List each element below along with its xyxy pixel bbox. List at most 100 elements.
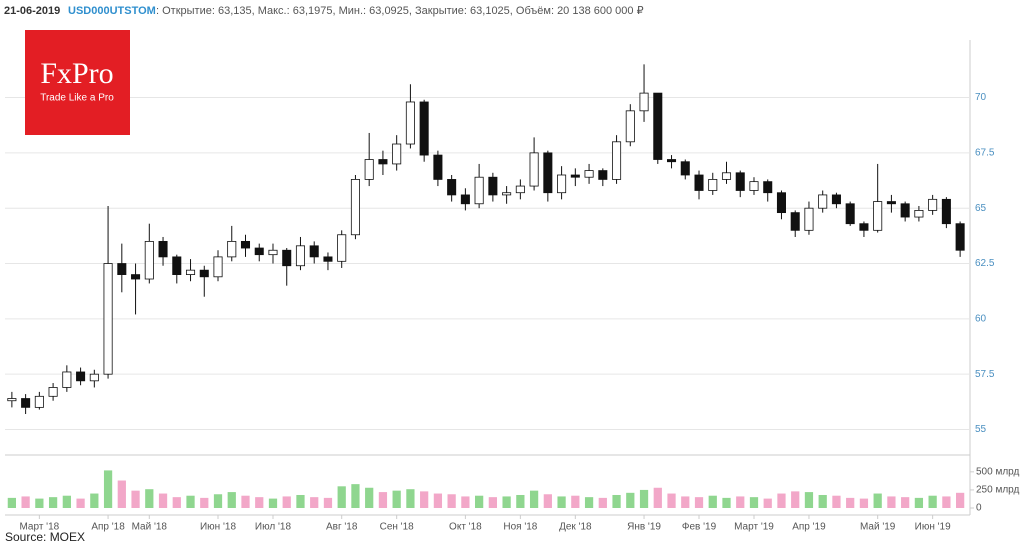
candle-body [76, 371, 86, 382]
volume-bar [296, 494, 305, 508]
volume-bar [887, 496, 896, 508]
volume-tick-label: 0 [976, 503, 982, 514]
candle-body [749, 181, 759, 191]
candle-body [378, 159, 388, 165]
x-tick-label: Июн '19 [915, 522, 951, 533]
candle-body [62, 371, 72, 388]
header-summary: : Открытие: 63,135, Макс.: 63,1975, Мин.… [156, 5, 644, 17]
volume-tick-label: 250 млрд [976, 485, 1020, 496]
candle-body [131, 274, 141, 280]
volume-bar [90, 493, 99, 508]
candle-body [941, 198, 951, 225]
volume-bar [791, 491, 800, 508]
volume-bar [186, 495, 195, 508]
x-tick-label: Июл '18 [255, 522, 292, 533]
x-tick-label: Дек '18 [559, 522, 592, 533]
candle-body [309, 245, 319, 258]
candle-body [21, 398, 31, 408]
volume-bar [406, 489, 415, 508]
volume-bar [213, 494, 223, 508]
candle-body [955, 223, 965, 251]
candle-body [89, 373, 99, 382]
volume-bar [667, 493, 676, 508]
volume-bar [76, 498, 85, 508]
volume-bar [241, 495, 250, 508]
x-tick-label: Янв '19 [627, 522, 661, 533]
logo-brand: FxPro [40, 57, 113, 90]
volume-bar [571, 495, 580, 508]
volume-bar [378, 492, 388, 508]
volume-bar [956, 492, 965, 508]
candle-body [34, 395, 44, 408]
volume-bar [337, 486, 346, 508]
candle-body [529, 152, 539, 187]
candle-body [447, 179, 457, 196]
volume-bar [846, 497, 855, 508]
candle-body [928, 198, 938, 211]
volume-bar [158, 493, 168, 508]
y-tick-label: 67.5 [975, 148, 995, 159]
volume-bar [117, 480, 126, 508]
candle-body [502, 192, 512, 196]
source: Source: MOEX [5, 530, 85, 544]
candle-body [158, 240, 168, 258]
volume-bar [502, 496, 511, 508]
volume-bar [928, 495, 937, 508]
x-tick-label: Фев '19 [682, 522, 717, 533]
volume-bar [255, 497, 264, 508]
volume-bar [365, 487, 374, 508]
volume-bar [62, 495, 71, 508]
candle-body [900, 203, 910, 218]
y-tick-label: 65 [975, 203, 987, 214]
candle-body [612, 141, 622, 180]
volume-bar [145, 489, 154, 508]
candle-body [735, 172, 745, 191]
candle-body [392, 143, 402, 165]
candle-body [117, 263, 127, 275]
candle-body [419, 101, 429, 156]
candle-body [584, 170, 594, 178]
candle-body [831, 194, 841, 205]
candle-body [103, 263, 113, 375]
x-tick-label: Апр '18 [91, 522, 125, 533]
volume-bar [557, 496, 566, 508]
candle-body [48, 387, 58, 397]
candle-body [708, 179, 718, 191]
y-tick-label: 70 [975, 92, 987, 103]
volume-bar [475, 495, 484, 508]
volume-bar [763, 498, 772, 508]
volume-bar [832, 495, 841, 508]
candle-body [570, 174, 580, 178]
candle-body [914, 210, 924, 218]
candle-body [144, 240, 154, 280]
x-tick-label: Авг '18 [326, 522, 358, 533]
x-tick-label: Май '19 [860, 522, 896, 533]
volume-bar [48, 497, 58, 508]
candle-body [282, 249, 292, 267]
volume-bar [447, 494, 456, 508]
volume-bar [598, 497, 607, 508]
candle-body [515, 185, 525, 194]
candle-body [639, 92, 649, 112]
volume-bar [543, 494, 552, 508]
candle-body [776, 192, 786, 214]
x-tick-label: Март '18 [19, 522, 59, 533]
volume-bar [131, 490, 140, 508]
volume-bar [653, 487, 662, 508]
y-tick-label: 57.5 [975, 369, 995, 380]
candle-body [323, 256, 333, 262]
volume-bar [901, 497, 910, 508]
candle-body [172, 256, 182, 275]
candle-body [804, 207, 814, 231]
volume-bar [708, 495, 717, 508]
candle-body [433, 154, 443, 180]
x-tick-label: Июн '18 [200, 522, 236, 533]
candle-body [721, 172, 732, 180]
x-tick-label: Окт '18 [449, 522, 482, 533]
candle-body [254, 247, 264, 256]
candle-body [845, 203, 855, 225]
volume-bar [859, 498, 869, 508]
candle-body [460, 194, 470, 205]
volume-bar [584, 497, 594, 508]
